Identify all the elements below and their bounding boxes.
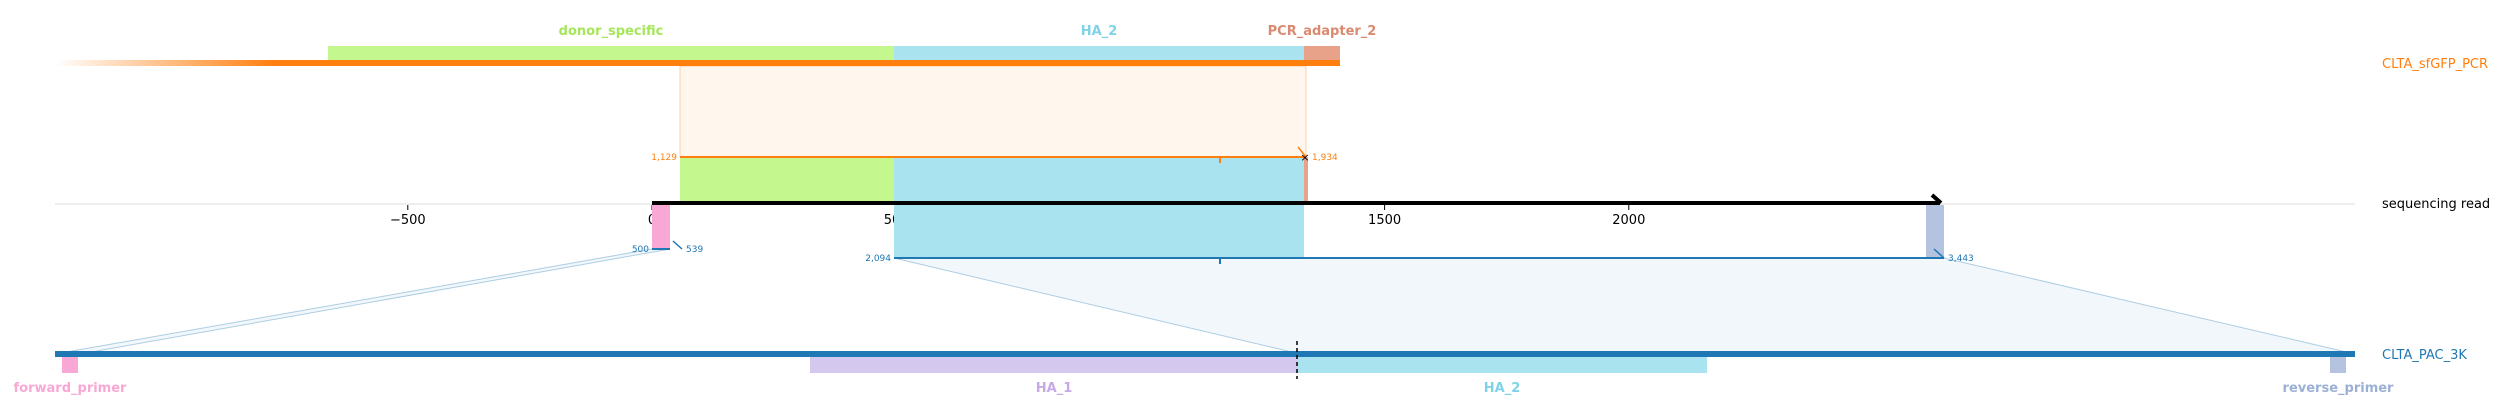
- axis-tick-label: −500: [390, 213, 426, 228]
- bottom-alignment-2-start-label: 2,094: [865, 254, 891, 264]
- bottom-alignment-1-end-label: 539: [686, 245, 703, 255]
- top-aligned-ha-2: [894, 157, 1304, 203]
- bottom-alignment-2-end-label: 3,443: [1948, 254, 1974, 264]
- bottom-alignment-hook-1: [672, 240, 683, 250]
- bottom-alignment-hook-2: [1933, 248, 1945, 259]
- feature-pcr-adapter-2: [1304, 46, 1340, 60]
- label-ha-2-top: HA_2: [1081, 24, 1118, 39]
- label-ha-1: HA_1: [1036, 381, 1073, 396]
- label-forward-primer: forward_primer: [14, 381, 128, 396]
- feature-donor-specific: [328, 46, 894, 60]
- axis-tick-label: 2000: [1612, 213, 1645, 228]
- top-track-fade-bar: [55, 60, 275, 66]
- label-pcr-adapter-2: PCR_adapter_2: [1268, 24, 1377, 39]
- read-arrow-head: [1930, 193, 1943, 205]
- bottom-aligned-reverse-primer: [1926, 205, 1944, 258]
- top-aligned-pcr-adapter: [1304, 157, 1308, 203]
- bottom-track-bar: [55, 351, 2355, 357]
- label-donor-specific: donor_specific: [559, 24, 664, 39]
- bottom-aligned-ha-2: [894, 205, 1304, 258]
- top-alignment-start-label: 1,129: [651, 153, 677, 163]
- top-alignment-end-label: 1,934: [1312, 153, 1338, 163]
- feature-ha-2-top: [894, 46, 1304, 60]
- feature-ha-2-bottom: [1297, 357, 1707, 373]
- top-alignment-band: [679, 65, 1307, 158]
- axis-tick-label: 1500: [1368, 213, 1401, 228]
- label-reverse-primer: reverse_primer: [2283, 381, 2395, 396]
- bottom-alignment-1-start-label: 500: [632, 245, 649, 255]
- bottom-track-label: CLTA_PAC_3K: [2382, 348, 2467, 363]
- bottom-alignment-band-2: [893, 257, 2356, 355]
- top-aligned-donor-specific: [680, 157, 894, 203]
- top-alignment-hook: [1297, 146, 1307, 158]
- mismatch-x-icon: ×: [1300, 151, 1309, 164]
- feature-ha-1: [810, 357, 1297, 373]
- bottom-aligned-forward-primer: [652, 205, 670, 249]
- feature-reverse-primer: [2330, 357, 2346, 373]
- top-track-label: CLTA_sfGFP_PCR: [2382, 57, 2488, 72]
- bottom-alignment-band-1: [54, 248, 671, 355]
- feature-forward-primer: [62, 357, 78, 373]
- top-track-bar: [275, 60, 1340, 66]
- ref-track-label: sequencing read: [2382, 197, 2490, 212]
- label-ha-2-bottom: HA_2: [1484, 381, 1521, 396]
